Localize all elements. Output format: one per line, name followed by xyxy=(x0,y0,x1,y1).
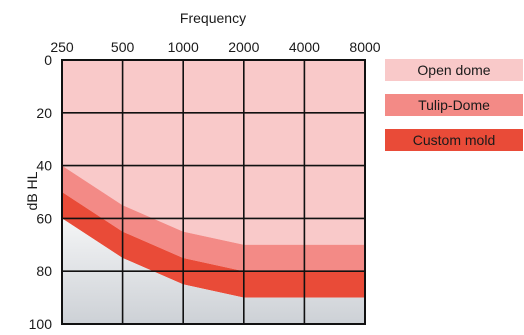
legend-item-open-dome: Open dome xyxy=(385,59,523,81)
y-tick-label: 0 xyxy=(44,52,52,68)
y-tick-label: 100 xyxy=(29,316,53,332)
y-tick-label: 20 xyxy=(36,105,52,121)
legend-item-custom-mold: Custom mold xyxy=(385,129,523,151)
x-tick-label: 4000 xyxy=(289,39,320,55)
y-tick-label: 60 xyxy=(36,210,52,226)
x-axis-title: Frequency xyxy=(180,10,246,26)
area-band-open-dome xyxy=(62,60,365,245)
x-tick-label: 1000 xyxy=(168,39,199,55)
plot-frame xyxy=(61,59,366,325)
area-band-tulip-dome xyxy=(62,165,365,272)
grid-layer xyxy=(61,59,366,325)
x-tick-label: 2000 xyxy=(228,39,259,55)
y-tick-label: 80 xyxy=(36,263,52,279)
x-tick-label: 500 xyxy=(111,39,135,55)
tick-labels-layer: 250 500 1000 2000 4000 8000 0 20 40 60 80 100 xyxy=(29,39,381,332)
y-axis-title: dB HL xyxy=(24,171,40,210)
y-tick-label: 40 xyxy=(36,158,52,174)
legend-item-tulip-dome: Tulip-Dome xyxy=(385,94,523,116)
area-below-threshold xyxy=(62,218,365,324)
areas-layer xyxy=(62,60,365,324)
x-tick-label: 8000 xyxy=(349,39,380,55)
x-tick-label: 250 xyxy=(50,39,74,55)
